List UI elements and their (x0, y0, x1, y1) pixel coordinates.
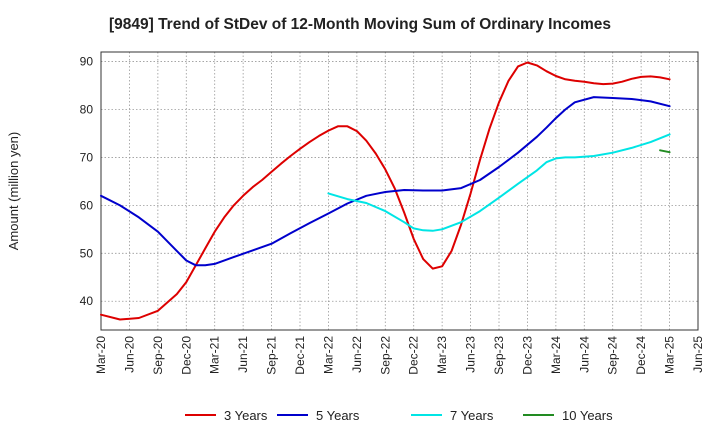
x-tick-label: Mar-22 (321, 336, 335, 374)
chart-title: [9849] Trend of StDev of 12-Month Moving… (108, 16, 612, 33)
x-tick-label: Jun-21 (236, 336, 250, 373)
legend-label: 5 Years (316, 408, 360, 423)
legend-label: 10 Years (562, 408, 613, 423)
x-tick-label: Sep-24 (606, 336, 620, 375)
y-tick-label: 50 (80, 246, 94, 260)
x-tick-label: Mar-21 (208, 336, 222, 374)
y-tick-label: 80 (80, 103, 94, 117)
series-lines (100, 61, 671, 321)
x-tick-label: Mar-25 (663, 336, 677, 374)
x-tick-label: Sep-22 (378, 336, 392, 375)
legend-label: 3 Years (224, 408, 268, 423)
tick-labels: 40 50 60 70 80 90 Mar-20 Jun-20 Sep-20 Dec-20 Mar-… (80, 55, 705, 375)
y-tick-label: 40 (80, 294, 94, 308)
x-tick-label: Mar-24 (549, 336, 563, 374)
series-line-5-years (100, 96, 671, 267)
x-tick-label: Sep-23 (492, 336, 506, 375)
axes (100, 51, 699, 331)
x-tick-label: Mar-23 (435, 336, 449, 374)
series-line-3-years (100, 61, 671, 321)
y-tick-label: 70 (80, 150, 94, 164)
x-tick-label: Sep-20 (151, 336, 165, 375)
x-tick-label: Jun-22 (350, 336, 364, 373)
series-line-10-years (659, 149, 671, 154)
legend: 3 Years 5 Years 7 Years 10 Years (185, 408, 613, 423)
x-tick-label: Jun-23 (464, 336, 478, 373)
x-tick-label: Dec-24 (634, 336, 648, 375)
plot-frame (100, 51, 699, 331)
y-tick-label: 60 (80, 198, 94, 212)
y-tick-label: 90 (80, 55, 94, 69)
y-axis-label: Amount (million yen) (6, 132, 21, 251)
x-tick-label: Dec-21 (293, 336, 307, 375)
x-tick-label: Dec-23 (520, 336, 534, 375)
x-tick-label: Dec-20 (179, 336, 193, 375)
x-tick-label: Jun-24 (577, 336, 591, 373)
x-tick-label: Jun-25 (691, 336, 705, 373)
x-tick-label: Sep-21 (265, 336, 279, 375)
x-tick-label: Mar-20 (94, 336, 108, 374)
legend-label: 7 Years (450, 408, 494, 423)
series-line-7-years (327, 133, 671, 232)
x-tick-label: Dec-22 (407, 336, 421, 375)
x-tick-label: Jun-20 (122, 336, 136, 373)
